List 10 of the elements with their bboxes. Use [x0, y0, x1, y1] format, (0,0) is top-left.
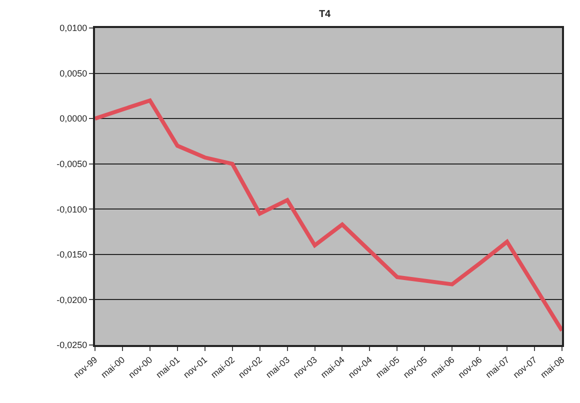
y-tick-label: -0,0050: [56, 159, 88, 170]
y-tick-label: -0,0200: [56, 294, 88, 305]
y-tick-label: -0,0150: [56, 250, 88, 260]
y-tick-label: -0,0250: [56, 340, 88, 350]
y-tick-label: 0,0050: [60, 68, 88, 78]
chart-title: T4: [318, 9, 332, 20]
y-tick-label: -0,0100: [56, 204, 88, 214]
line-series: [95, 98, 562, 333]
y-tick-label: 0,0100: [60, 23, 88, 34]
y-tick-label: 0,0000: [60, 114, 88, 124]
